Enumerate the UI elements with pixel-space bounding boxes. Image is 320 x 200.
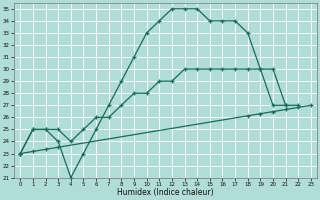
X-axis label: Humidex (Indice chaleur): Humidex (Indice chaleur)	[117, 188, 214, 197]
